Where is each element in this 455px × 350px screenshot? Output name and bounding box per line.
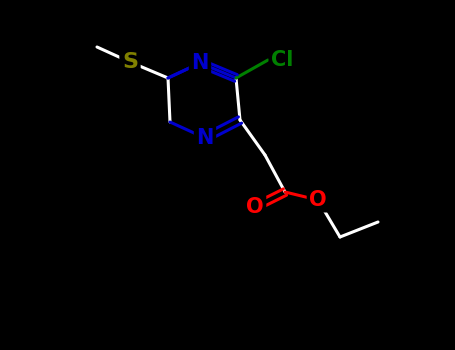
Text: O: O bbox=[246, 197, 264, 217]
Text: N: N bbox=[196, 128, 214, 148]
Text: Cl: Cl bbox=[271, 50, 293, 70]
Text: N: N bbox=[191, 53, 209, 73]
Text: O: O bbox=[309, 190, 327, 210]
Text: S: S bbox=[122, 52, 138, 72]
